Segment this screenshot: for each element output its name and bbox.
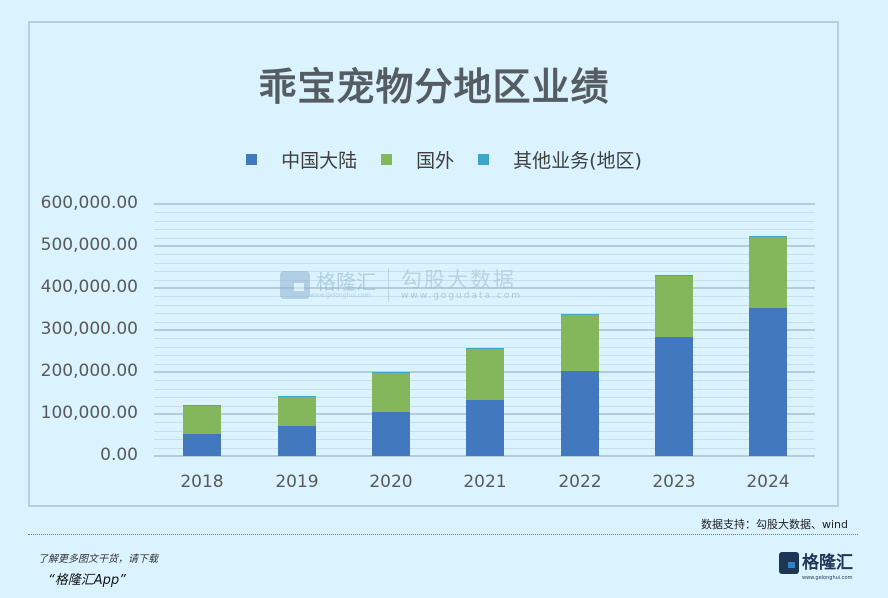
bar-segment — [278, 396, 316, 398]
watermark-divider — [388, 268, 389, 302]
watermark-partner: 勾股大数据 — [401, 267, 516, 292]
bar-segment — [561, 371, 599, 456]
legend-item-other: 其他业务(地区) — [478, 146, 642, 173]
bar-segment — [183, 404, 221, 406]
major-gridline — [154, 455, 815, 457]
legend-item-mainland: 中国大陆 — [246, 146, 357, 173]
watermark-partner-url: www.gogudata.com — [401, 290, 523, 301]
brand-logo: 格隆汇 — [779, 552, 853, 574]
minor-gridline — [154, 346, 815, 348]
major-gridline — [154, 287, 815, 289]
major-gridline — [154, 329, 815, 331]
promo-app-name: “格隆汇App” — [48, 573, 126, 588]
minor-gridline — [154, 229, 815, 231]
bar-segment — [466, 400, 504, 456]
x-axis-tick-label: 2018 — [180, 472, 224, 492]
y-axis-tick-label: 400,000.00 — [40, 277, 138, 297]
bar-segment — [372, 371, 410, 373]
bar-segment — [561, 314, 599, 372]
bar-segment — [655, 274, 693, 276]
watermark: 格隆汇 www.gelonghui.com 勾股大数据 www.gogudata… — [280, 268, 522, 302]
minor-gridline — [154, 313, 815, 315]
bar-segment — [749, 235, 787, 237]
minor-gridline — [154, 321, 815, 323]
minor-gridline — [154, 296, 815, 298]
y-axis-tick-label: 200,000.00 — [40, 361, 138, 381]
minor-gridline — [154, 212, 815, 214]
logo-url: www.gelonghui.com — [802, 575, 853, 581]
minor-gridline — [154, 271, 815, 273]
minor-gridline — [154, 237, 815, 239]
y-axis-tick-label: 0.00 — [100, 445, 138, 465]
legend-item-overseas: 国外 — [381, 146, 454, 173]
bar-segment — [749, 235, 787, 308]
bar-segment — [655, 336, 693, 456]
minor-gridline — [154, 304, 815, 306]
watermark-brand: 格隆汇 — [316, 269, 376, 294]
minor-gridline — [154, 279, 815, 281]
x-axis-tick-label: 2023 — [652, 472, 696, 492]
bar-segment — [466, 348, 504, 401]
legend-label: 其他业务(地区) — [513, 150, 642, 172]
logo-text: 格隆汇 — [802, 552, 853, 573]
watermark-brand-url: www.gelonghui.com — [310, 291, 371, 299]
minor-gridline — [154, 338, 815, 340]
bar-segment — [278, 425, 316, 456]
legend-swatch-icon — [246, 154, 258, 165]
y-axis-tick-label: 100,000.00 — [40, 403, 138, 423]
bar-segment — [372, 412, 410, 456]
y-axis-tick-label: 300,000.00 — [40, 319, 138, 339]
y-axis-tick-label: 600,000.00 — [40, 193, 138, 213]
legend-label: 国外 — [416, 150, 455, 172]
x-axis-tick-label: 2019 — [275, 472, 319, 492]
gelonghui-logo-icon — [280, 271, 310, 299]
bar-segment — [466, 347, 504, 349]
bar-segment — [655, 275, 693, 337]
legend-swatch-icon — [478, 154, 490, 165]
y-axis-tick-label: 500,000.00 — [40, 235, 138, 255]
x-axis-tick-label: 2024 — [746, 472, 790, 492]
x-axis-tick-label: 2020 — [369, 472, 413, 492]
promo-text: 了解更多图文干货，请下载 — [38, 554, 158, 565]
major-gridline — [154, 203, 815, 205]
footer-divider — [28, 534, 858, 535]
chart-legend: 中国大陆 国外 其他业务(地区) — [0, 146, 888, 173]
chart-title: 乖宝宠物分地区业绩 — [258, 65, 610, 109]
legend-swatch-icon — [381, 154, 393, 165]
major-gridline — [154, 245, 815, 247]
minor-gridline — [154, 254, 815, 256]
data-source: 数据支持：勾股大数据、wind — [700, 518, 848, 531]
minor-gridline — [154, 262, 815, 264]
bar-segment — [183, 405, 221, 435]
chart-frame — [28, 21, 839, 507]
bar-segment — [278, 396, 316, 426]
x-axis-tick-label: 2022 — [558, 472, 602, 492]
bar-segment — [183, 434, 221, 456]
bar-segment — [749, 307, 787, 456]
bar-segment — [561, 314, 599, 316]
legend-label: 中国大陆 — [281, 150, 358, 172]
gelonghui-logo-icon — [779, 552, 799, 574]
bar-segment — [372, 372, 410, 413]
minor-gridline — [154, 220, 815, 222]
x-axis-tick-label: 2021 — [463, 472, 507, 492]
